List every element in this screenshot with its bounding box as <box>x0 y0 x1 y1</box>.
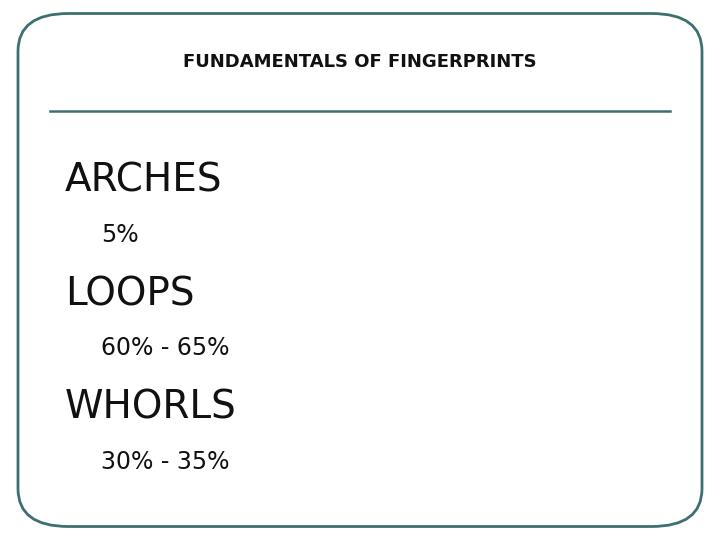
FancyBboxPatch shape <box>18 14 702 526</box>
Text: 60% - 65%: 60% - 65% <box>101 336 229 360</box>
Text: ARCHES: ARCHES <box>65 162 222 200</box>
Text: WHORLS: WHORLS <box>65 389 237 427</box>
Text: LOOPS: LOOPS <box>65 275 194 313</box>
Text: 5%: 5% <box>101 223 138 247</box>
Text: FUNDAMENTALS OF FINGERPRINTS: FUNDAMENTALS OF FINGERPRINTS <box>183 53 537 71</box>
Text: 30% - 35%: 30% - 35% <box>101 450 229 474</box>
